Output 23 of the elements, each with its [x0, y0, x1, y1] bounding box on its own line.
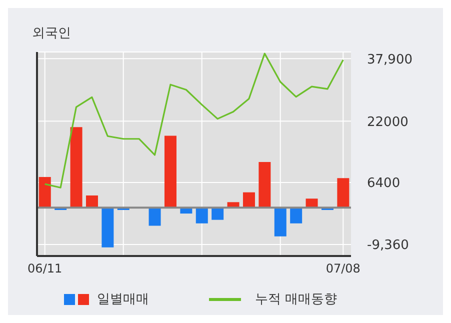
x-tick-label: 07/08 [326, 262, 360, 276]
bar [212, 208, 224, 220]
bar [38, 176, 51, 208]
bar [70, 127, 82, 208]
x-tick-label: 06/11 [28, 262, 62, 276]
bar [258, 162, 271, 208]
y-tick-label: 6400 [367, 176, 400, 192]
bar [86, 195, 98, 208]
y-tick-label: -9,360 [367, 238, 409, 254]
legend-label: 누적 매매동향 [255, 291, 338, 308]
bar [196, 208, 208, 224]
y-tick-label: 22000 [367, 114, 408, 130]
bar [274, 208, 286, 236]
bar [242, 192, 255, 208]
line-series [44, 52, 344, 188]
legend-label: 일별매매 [97, 291, 149, 308]
bar [337, 178, 350, 208]
bar [290, 208, 302, 224]
bar [164, 136, 176, 208]
chart-title: 외국인 [32, 25, 71, 42]
bar [102, 208, 114, 248]
y-tick-label: 37,900 [367, 52, 412, 68]
bar [148, 208, 161, 226]
